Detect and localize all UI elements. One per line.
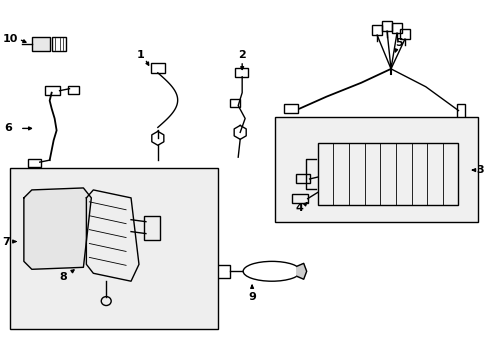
Bar	[235, 68, 247, 77]
Bar	[230, 99, 240, 107]
Bar	[283, 104, 297, 113]
Bar	[371, 25, 381, 35]
Bar	[216, 265, 230, 278]
Bar	[274, 117, 477, 222]
Bar	[291, 194, 307, 203]
Text: 6: 6	[4, 123, 12, 134]
Bar	[44, 86, 60, 95]
Polygon shape	[24, 188, 91, 269]
Bar	[67, 86, 79, 94]
Text: 5: 5	[394, 38, 402, 48]
Bar	[151, 63, 164, 73]
Bar	[399, 29, 409, 39]
Polygon shape	[296, 264, 306, 279]
Text: 3: 3	[475, 165, 483, 175]
Text: 9: 9	[247, 292, 256, 302]
Bar	[32, 37, 50, 51]
Bar	[10, 168, 218, 329]
Bar	[391, 23, 401, 33]
Text: 1: 1	[137, 50, 144, 60]
Bar	[381, 21, 391, 31]
Bar	[143, 216, 160, 239]
Text: 4: 4	[295, 203, 303, 213]
Text: 8: 8	[60, 272, 67, 282]
Bar	[28, 159, 41, 167]
Text: 10: 10	[2, 34, 18, 44]
Text: 2: 2	[238, 50, 245, 60]
Bar	[456, 104, 465, 118]
Bar	[317, 143, 458, 205]
Bar	[52, 37, 65, 51]
Bar	[295, 174, 309, 183]
Text: 7: 7	[2, 237, 10, 247]
